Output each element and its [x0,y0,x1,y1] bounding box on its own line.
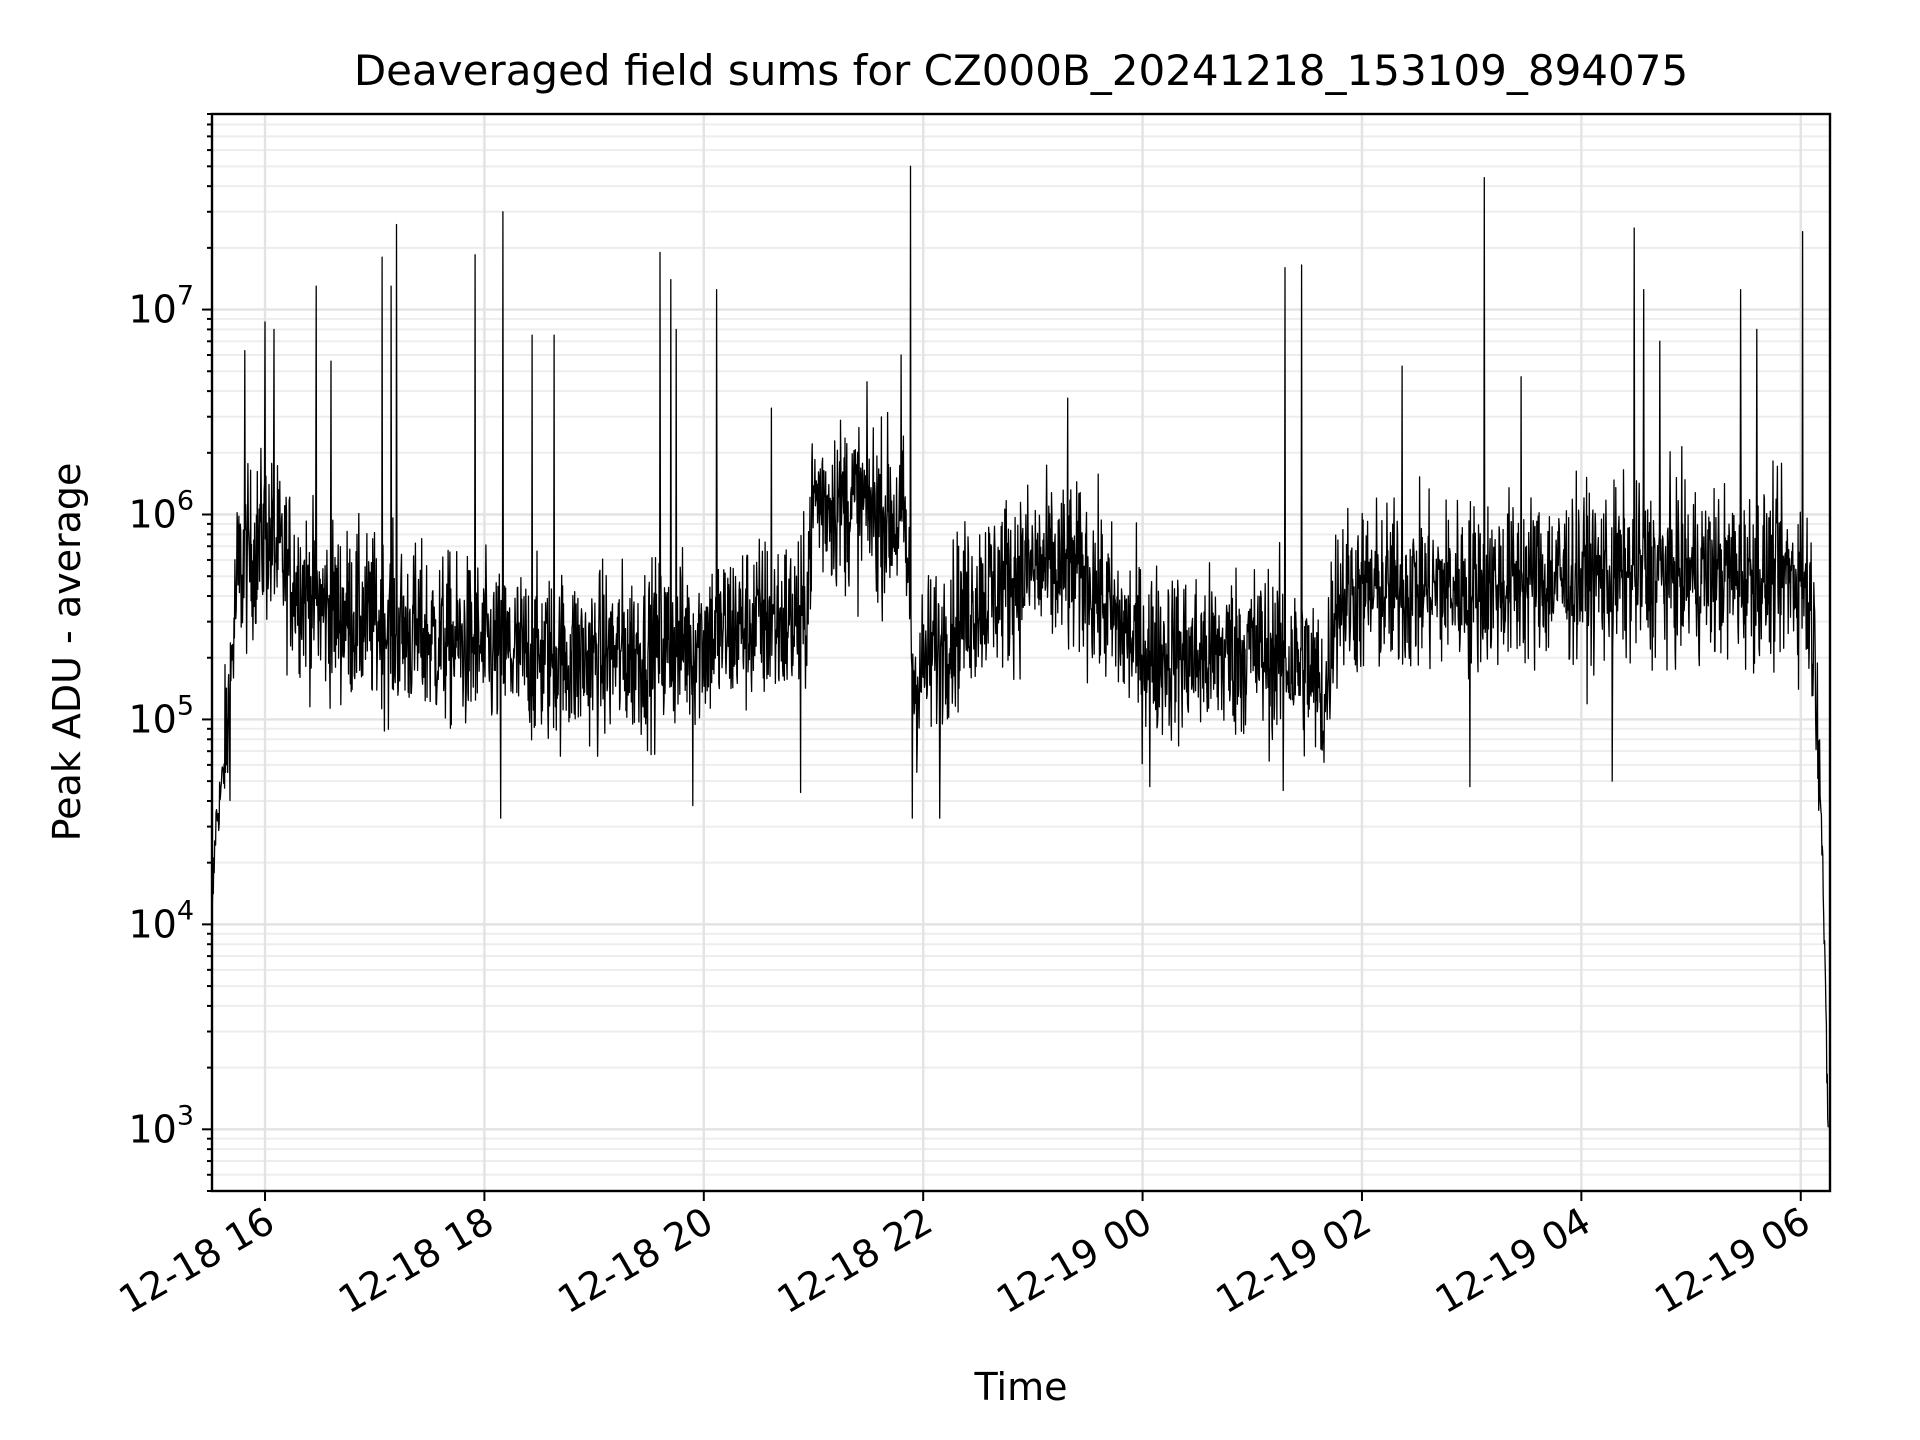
y-tick-label: 104 [128,895,194,946]
grid [212,113,1830,1192]
series-line [211,165,1829,1128]
y-tick-label: 107 [128,281,194,332]
y-tick-label: 103 [128,1100,194,1151]
x-axis-label: Time [974,1365,1068,1409]
series-layer [211,165,1829,1128]
y-axis-label: Peak ADU - average [45,463,89,842]
chart-title: Deaveraged field sums for CZ000B_2024121… [354,46,1688,95]
y-tick-label: 106 [128,485,194,536]
y-tick-label: 105 [128,690,194,741]
plot-frame [210,112,1832,1193]
